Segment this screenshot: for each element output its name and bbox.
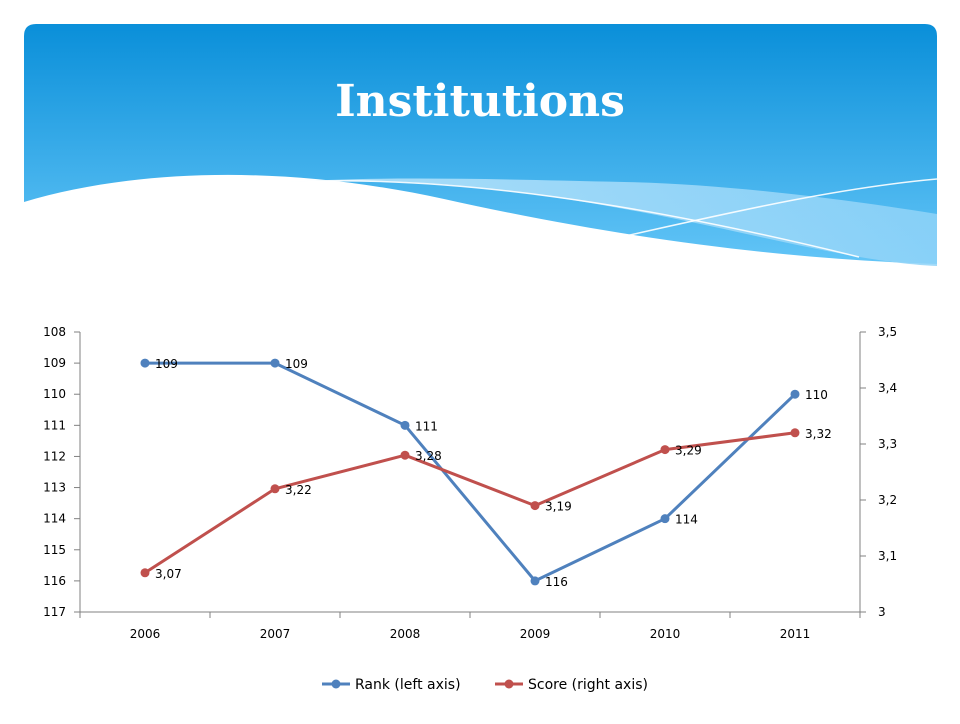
right-tick-label: 3,4 [878,381,897,395]
rank-legend-marker [331,679,341,689]
dual-axis-line-chart: 108 109 110 111 112 113 114 115 116 117 3,5 3,4 3,3 3… [0,300,960,720]
score-data-point [400,450,410,460]
left-tick-label: 109 [43,356,66,370]
left-tick-label: 114 [43,512,66,526]
score-data-label: 3,22 [285,483,312,497]
rank-data-point [790,389,800,399]
score-legend-label: Score (right axis) [528,677,648,693]
score-series-line [144,431,796,575]
score-data-label: 3,32 [805,427,832,441]
wave-line-1 [253,180,860,258]
score-data-point [270,484,280,494]
rank-data-label: 109 [285,357,308,371]
chart-axes: 108 109 110 111 112 113 114 115 116 117 3,5 3,4 3,3 3… [43,325,897,641]
left-tick-label: 117 [43,605,66,619]
score-data-label: 3,29 [675,444,702,458]
rank-data-point [530,576,540,586]
score-data-point [140,568,150,578]
left-tick-label: 110 [43,387,66,401]
chart-series: 109 109 111 116 114 110 3,07 3,22 3,28 3,19 3,29 3,… [140,357,832,589]
rank-series-line [145,361,797,583]
score-data-point [530,501,540,511]
x-tick-label: 2008 [390,627,421,641]
right-tick-label: 3,3 [878,437,897,451]
right-tick-label: 3,2 [878,493,897,507]
score-data-label: 3,28 [415,449,442,463]
wave-line-2 [588,178,937,245]
left-tick-label: 113 [43,481,66,495]
x-tick-label: 2009 [520,627,551,641]
rank-data-label: 114 [675,513,698,527]
rank-legend-label: Rank (left axis) [355,677,461,693]
rank-data-label: 116 [545,575,568,589]
right-tick-label: 3,1 [878,549,897,563]
x-tick-label: 2011 [780,627,811,641]
x-tick-label: 2006 [130,627,161,641]
left-tick-label: 108 [43,325,66,339]
slide-title: Institutions [335,76,625,127]
left-tick-label: 116 [43,574,66,588]
left-tick-label: 112 [43,449,66,463]
rank-data-label: 110 [805,388,828,402]
rank-data-label: 111 [415,419,438,433]
chart-legend: Rank (left axis) Score (right axis) [322,677,648,693]
score-data-label: 3,19 [545,500,572,514]
score-data-point [660,445,670,455]
title-banner [24,24,937,274]
right-tick-label: 3,5 [878,325,897,339]
score-data-point [790,428,800,438]
rank-data-label: 109 [155,357,178,371]
right-tick-label: 3 [878,605,886,619]
rank-data-point [400,420,410,430]
x-tick-label: 2010 [650,627,681,641]
wave-light [284,178,937,266]
rank-data-point [660,514,670,524]
x-tick-label: 2007 [260,627,291,641]
left-tick-label: 111 [43,418,66,432]
left-tick-label: 115 [43,543,66,557]
score-data-label: 3,07 [155,567,182,581]
score-legend-marker [504,679,514,689]
rank-data-point [140,358,150,368]
rank-data-point [270,358,280,368]
